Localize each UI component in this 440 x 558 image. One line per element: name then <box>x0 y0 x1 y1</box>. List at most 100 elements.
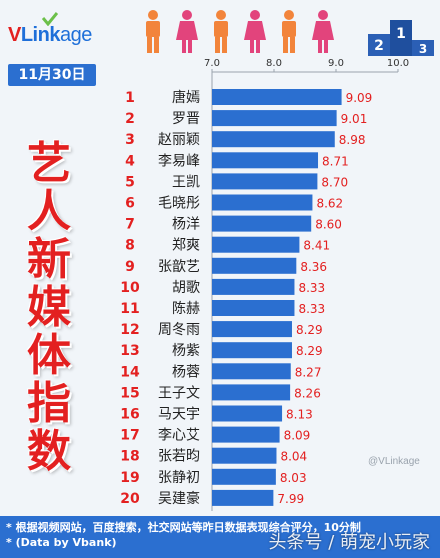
bar <box>212 426 280 443</box>
bar <box>212 447 277 464</box>
bar <box>212 110 337 127</box>
artist-name: 张若昀 <box>158 449 200 465</box>
artist-name: 杨蓉 <box>172 364 200 380</box>
value-label: 7.99 <box>277 492 304 506</box>
artist-name: 王凯 <box>172 174 200 190</box>
artist-name: 罗晋 <box>172 111 200 127</box>
rank-number: 19 <box>120 470 139 486</box>
value-label: 8.71 <box>322 154 349 168</box>
side-title-char: 数 <box>27 426 71 477</box>
rank-number: 3 <box>125 132 135 148</box>
artist-name: 王子文 <box>158 385 200 401</box>
bar <box>212 257 297 274</box>
bar <box>212 405 283 422</box>
value-label: 8.13 <box>286 408 313 422</box>
bar <box>212 215 312 232</box>
podium-number-3: 3 <box>419 42 427 56</box>
bar <box>212 278 295 295</box>
bar <box>212 194 313 211</box>
bar <box>212 300 295 316</box>
artist-name: 吴建豪 <box>158 491 200 507</box>
bar <box>212 321 292 338</box>
artist-name: 张歆艺 <box>158 259 200 275</box>
podium-123-icon: 2 1 3 <box>368 20 434 56</box>
value-label: 9.09 <box>346 91 373 105</box>
value-label: 8.29 <box>296 323 323 337</box>
artist-name: 唐嫣 <box>172 89 200 106</box>
value-label: 8.27 <box>295 365 322 379</box>
value-label: 8.29 <box>296 344 323 358</box>
date-badge: 11月30日 <box>8 64 96 86</box>
chart-watermark: @VLinkage <box>368 456 420 467</box>
artist-name: 周冬雨 <box>158 322 200 338</box>
artist-name: 马天宇 <box>158 407 200 423</box>
side-title-char: 体 <box>27 330 71 381</box>
rank-number: 13 <box>120 343 139 359</box>
bar <box>212 342 292 359</box>
artist-name: 赵丽颖 <box>158 132 200 148</box>
x-tick-label: 8.0 <box>266 58 282 69</box>
side-title-char: 媒 <box>27 282 71 333</box>
rank-number: 5 <box>125 174 135 190</box>
rank-number: 9 <box>125 259 135 275</box>
value-label: 8.33 <box>298 302 325 316</box>
bar <box>212 384 291 401</box>
bar <box>212 89 342 105</box>
vlinkage-logo: VLinkage <box>8 10 128 50</box>
rank-number: 12 <box>120 322 139 338</box>
bar <box>212 131 335 148</box>
bar <box>212 173 318 190</box>
rank-number: 11 <box>120 301 139 317</box>
value-label: 8.33 <box>298 281 325 295</box>
rank-number: 16 <box>120 407 139 423</box>
rank-number: 17 <box>120 428 139 444</box>
artist-name: 李易峰 <box>158 153 200 169</box>
artist-name: 张静初 <box>158 469 200 486</box>
value-label: 8.36 <box>300 260 327 274</box>
artist-name: 郑爽 <box>172 238 200 254</box>
rank-number: 4 <box>125 153 135 169</box>
artist-name: 杨紫 <box>172 343 200 359</box>
x-tick-label: 7.0 <box>204 58 220 69</box>
podium-number-1: 1 <box>396 26 406 42</box>
logo-text: VLinkage <box>8 24 92 46</box>
side-title-char: 人 <box>27 186 71 237</box>
value-label: 8.60 <box>315 218 342 232</box>
vlinkage-logo-icon <box>42 12 58 26</box>
x-tick-label: 9.0 <box>328 58 344 69</box>
artist-name: 胡歌 <box>172 280 200 296</box>
artist-name: 陈赫 <box>172 300 200 317</box>
value-label: 8.09 <box>284 429 311 443</box>
rank-number: 20 <box>120 491 140 507</box>
value-label: 9.01 <box>341 112 368 126</box>
value-label: 8.03 <box>280 471 307 485</box>
bar <box>212 468 276 485</box>
side-title: 艺 人 新 媒 体 指 数 <box>14 140 84 476</box>
bar <box>212 236 300 253</box>
people-figures-icon <box>146 10 334 53</box>
bar <box>212 489 274 506</box>
podium-number-2: 2 <box>374 38 384 54</box>
bar <box>212 363 291 380</box>
rank-number: 1 <box>125 90 135 106</box>
rank-number: 2 <box>125 111 135 127</box>
value-label: 8.98 <box>339 133 366 147</box>
side-title-char: 指 <box>27 378 71 429</box>
rank-number: 15 <box>120 385 139 401</box>
footer-note: * 根据视频网站，百度搜索，社交网站等昨日数据表现综合评分，10分制 * (Da… <box>0 516 440 558</box>
artist-name: 毛晓彤 <box>158 196 200 212</box>
rank-number: 18 <box>120 449 139 465</box>
footer-line-2: * (Data by Vbank) <box>6 536 117 549</box>
rank-number: 7 <box>125 217 135 233</box>
value-label: 8.70 <box>321 175 348 189</box>
x-tick-label: 10.0 <box>387 58 409 69</box>
rank-number: 14 <box>120 364 140 380</box>
artist-name: 杨洋 <box>172 217 200 233</box>
artist-name: 李心艾 <box>158 428 200 444</box>
rank-number: 10 <box>120 280 140 296</box>
value-label: 8.41 <box>303 239 330 253</box>
watermark: 头条号 / 萌宠小玩家 <box>268 532 430 553</box>
bar <box>212 152 319 169</box>
side-title-char: 新 <box>27 234 71 285</box>
